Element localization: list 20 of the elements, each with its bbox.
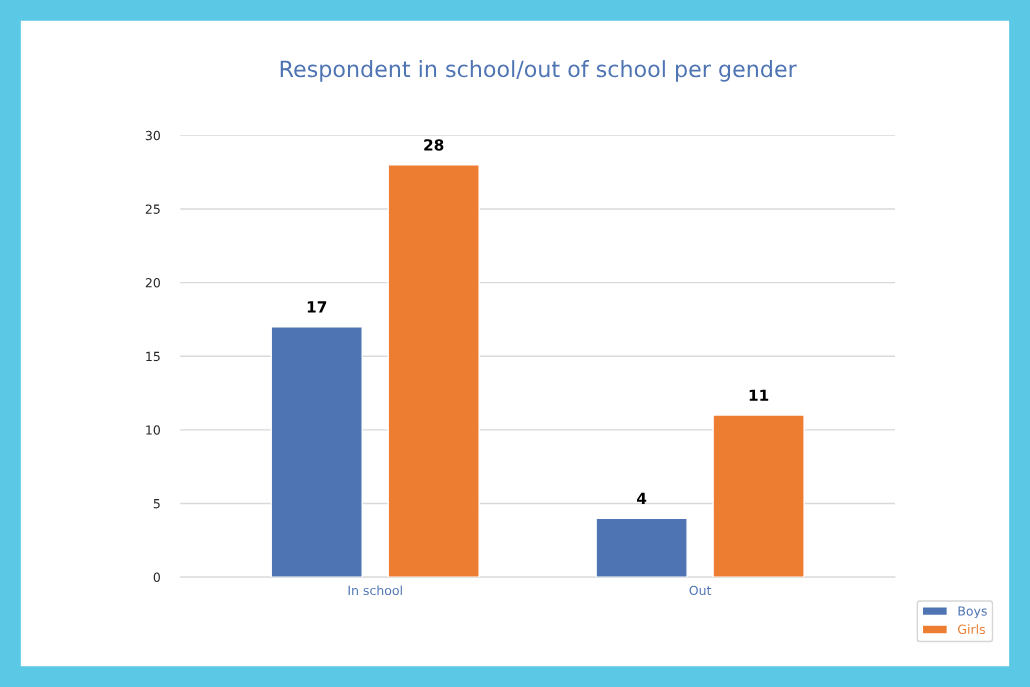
data-label: 28	[424, 139, 444, 151]
bar	[595, 517, 688, 578]
chart-title: Respondent in school/out of school per gender	[280, 60, 797, 82]
data-label: 11	[749, 389, 769, 401]
data-label: 17	[307, 301, 327, 313]
x-tick-label: In school	[348, 585, 402, 596]
bar	[712, 414, 805, 578]
bar	[387, 164, 480, 578]
y-tick-label: 5	[153, 499, 160, 509]
y-tick-label: 25	[145, 204, 160, 214]
legend-label: Girls	[958, 624, 986, 635]
data-label: 4	[637, 492, 647, 504]
y-tick-label: 0	[153, 572, 160, 583]
x-tick-label: Out	[689, 585, 712, 596]
legend-label: Boys	[958, 606, 987, 619]
bar	[270, 326, 363, 578]
y-tick-label: 30	[145, 130, 160, 141]
y-tick-label: 10	[146, 425, 160, 435]
y-tick-label: 20	[145, 278, 160, 288]
y-tick-label: 15	[146, 351, 160, 362]
